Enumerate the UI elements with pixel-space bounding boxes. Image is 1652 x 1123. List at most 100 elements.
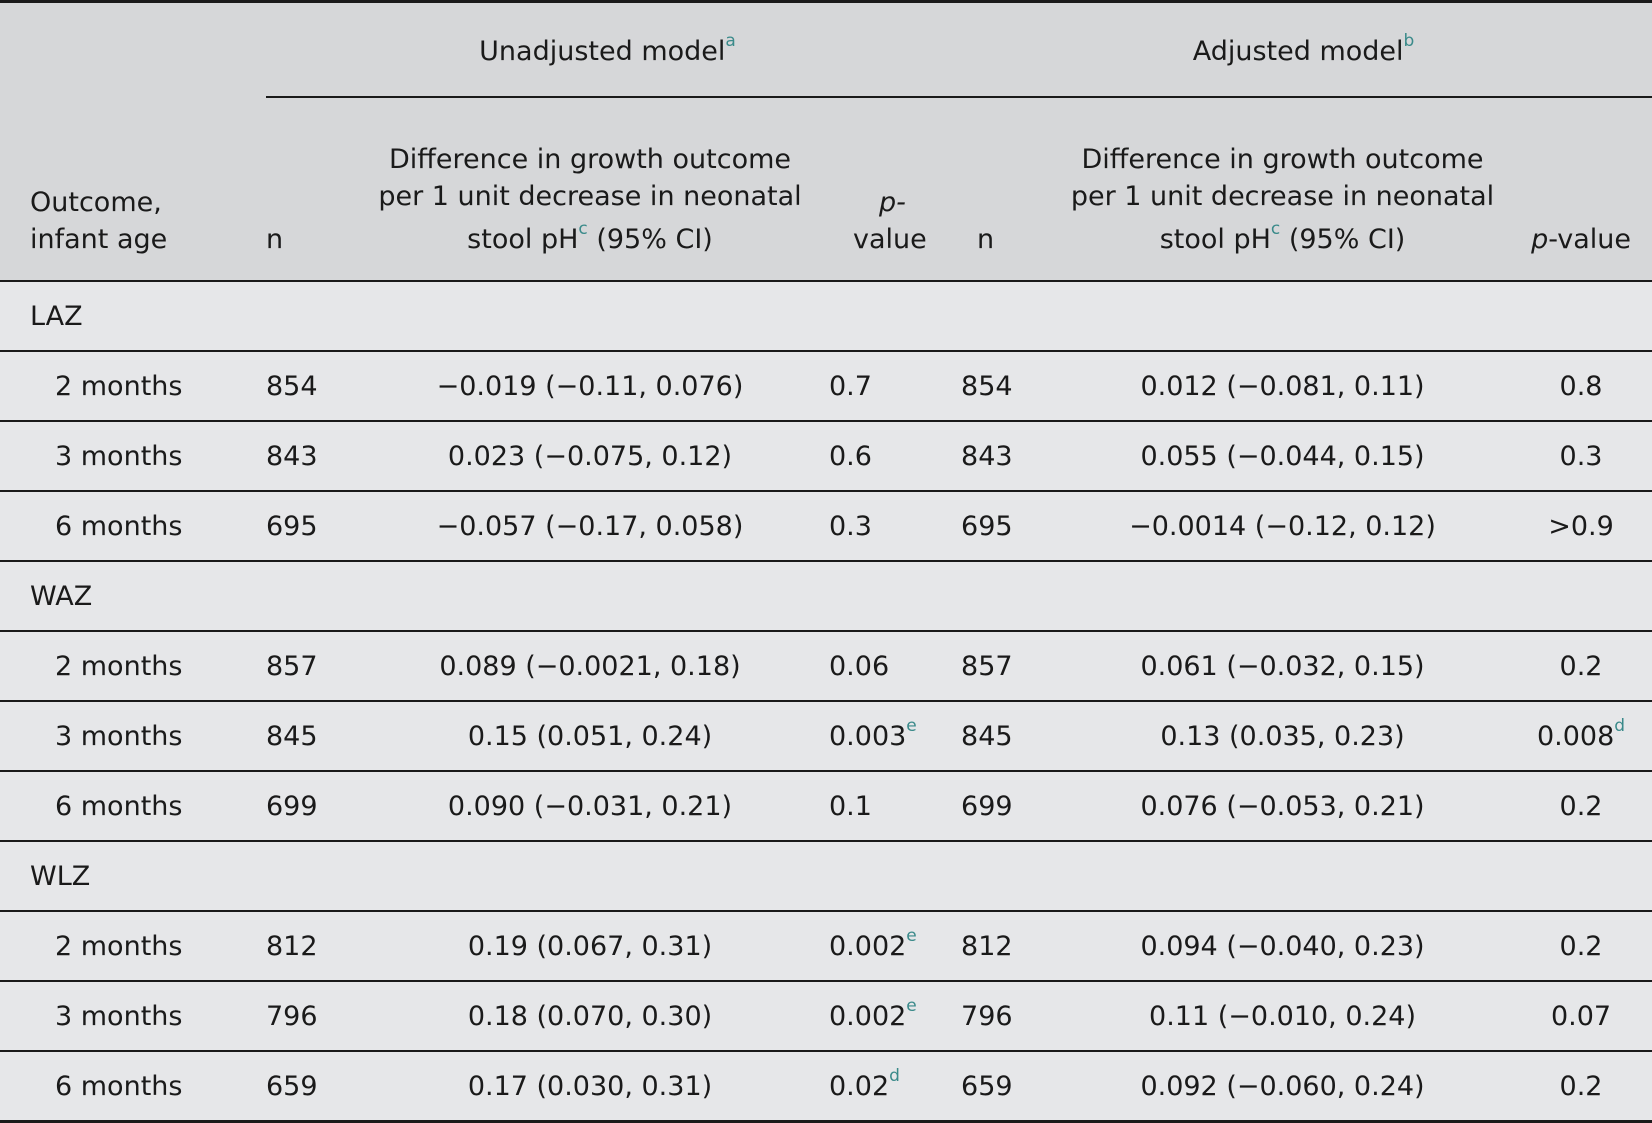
col-header-diff-line2: per 1 unit decrease in neonatal — [1070, 181, 1495, 212]
cell-value: 0.2 — [1559, 650, 1603, 682]
footnote-marker: d — [889, 1066, 900, 1086]
cell-n-adjusted: 845 — [955, 701, 1056, 772]
col-header-diff-line3b: (95% CI) — [587, 224, 713, 255]
cell-n-unadjusted: 857 — [260, 631, 355, 702]
cell-diff-unadjusted: 0.15 (0.051, 0.24) — [355, 701, 825, 772]
section-label: WLZ — [0, 841, 260, 912]
group-unadjusted-label: Unadjusted model — [479, 35, 726, 67]
table-row: 6 months 699 0.090 (−0.031, 0.21) 0.1 699 0.0… — [0, 771, 1652, 842]
table-row: 3 months 845 0.15 (0.051, 0.24) 0.003e 845 0.… — [0, 701, 1652, 772]
footnote-marker: b — [1403, 30, 1415, 51]
footnote-marker: d — [1614, 716, 1626, 736]
cell-diff-adjusted: 0.061 (−0.032, 0.15) — [1055, 631, 1511, 702]
cell-p-adjusted: 0.2 — [1510, 911, 1652, 982]
cell-diff-unadjusted: 0.089 (−0.0021, 0.18) — [355, 631, 825, 702]
col-header-p-adj-rest: -value — [1548, 224, 1631, 255]
cell-n-unadjusted: 699 — [260, 771, 355, 842]
col-header-p-adj-italic: p — [1531, 224, 1549, 255]
cell-n-adjusted: 659 — [955, 1051, 1056, 1123]
cell-p-unadjusted: 0.1 — [825, 771, 956, 842]
cell-p-adjusted: 0.2 — [1510, 631, 1652, 702]
footnote-marker: e — [906, 926, 917, 946]
col-header-diff-line3a: stool pH — [467, 224, 579, 255]
cell-p-adjusted: 0.3 — [1510, 421, 1652, 492]
cell-value: 0.1 — [829, 790, 872, 822]
cell-diff-unadjusted: −0.019 (−0.11, 0.076) — [355, 351, 825, 422]
empty-cell — [825, 841, 956, 912]
col-header-diff-adjusted: Difference in growth outcome per 1 unit … — [1055, 98, 1510, 281]
column-header-row: Outcome, infant age n Difference in grow… — [0, 98, 1652, 281]
footnote-marker: c — [1270, 219, 1281, 239]
cell-value: 0.002 — [829, 931, 907, 962]
cell-value: 0.7 — [829, 370, 872, 402]
group-header-row: Unadjusted modela Adjusted modelb — [0, 0, 1652, 98]
footnote-marker: e — [906, 996, 917, 1016]
empty-cell — [355, 281, 825, 352]
cell-infant-age: 2 months — [0, 631, 260, 702]
col-header-outcome-line1: Outcome, — [30, 187, 162, 218]
cell-diff-adjusted: −0.0014 (−0.12, 0.12) — [1055, 491, 1511, 562]
cell-diff-adjusted: 0.055 (−0.044, 0.15) — [1055, 421, 1511, 492]
cell-value: 0.8 — [1559, 370, 1603, 402]
cell-infant-age: 2 months — [0, 351, 260, 422]
col-header-n-unadjusted: n — [266, 224, 284, 255]
empty-cell — [825, 281, 956, 352]
empty-cell — [1510, 281, 1652, 352]
cell-value: 0.2 — [1559, 930, 1603, 962]
footnote-marker: c — [578, 219, 588, 239]
cell-p-adjusted: 0.8 — [1510, 351, 1652, 422]
cell-value: 0.002 — [829, 1001, 907, 1032]
cell-infant-age: 2 months — [0, 911, 260, 982]
cell-p-unadjusted: 0.6 — [825, 421, 956, 492]
col-header-p-adjusted: p-value — [1510, 98, 1652, 281]
section-label: LAZ — [0, 281, 260, 352]
col-header-outcome: Outcome, infant age — [0, 98, 260, 281]
empty-cell — [1510, 841, 1652, 912]
col-header-p-line1: p- — [879, 187, 906, 218]
cell-diff-unadjusted: 0.19 (0.067, 0.31) — [355, 911, 825, 982]
cell-diff-adjusted: 0.13 (0.035, 0.23) — [1055, 701, 1511, 772]
col-header-diff-line3a: stool pH — [1159, 224, 1271, 255]
cell-value: 0.6 — [829, 440, 872, 472]
cell-p-unadjusted: 0.002e — [825, 981, 956, 1052]
cell-n-adjusted: 843 — [955, 421, 1056, 492]
col-header-n-adjusted: n — [977, 224, 995, 255]
cell-value: 0.02 — [829, 1071, 890, 1102]
section-row: WLZ — [0, 841, 1652, 912]
cell-diff-unadjusted: 0.18 (0.070, 0.30) — [355, 981, 825, 1052]
cell-n-unadjusted: 659 — [260, 1051, 355, 1123]
col-header-diff-line1: Difference in growth outcome — [389, 144, 791, 175]
empty-cell — [260, 841, 355, 912]
col-header-diff-line1: Difference in growth outcome — [1081, 144, 1484, 175]
cell-n-unadjusted: 843 — [260, 421, 355, 492]
table-row: 2 months 857 0.089 (−0.0021, 0.18) 0.06 857 0… — [0, 631, 1652, 702]
table-row: 6 months 695 −0.057 (−0.17, 0.058) 0.3 695 −0… — [0, 491, 1652, 562]
cell-value: 0.3 — [829, 510, 872, 542]
cell-p-unadjusted: 0.3 — [825, 491, 956, 562]
cell-value: 0.2 — [1559, 790, 1603, 822]
empty-cell — [825, 561, 956, 632]
cell-n-adjusted: 812 — [955, 911, 1056, 982]
empty-cell — [955, 841, 1056, 912]
cell-diff-unadjusted: 0.090 (−0.031, 0.21) — [355, 771, 825, 842]
cell-value: 0.07 — [1550, 1000, 1612, 1032]
cell-value: >0.9 — [1548, 510, 1614, 542]
col-header-diff-line3: stool pHc (95% CI) — [1055, 215, 1510, 258]
cell-n-unadjusted: 854 — [260, 351, 355, 422]
cell-p-unadjusted: 0.003e — [825, 701, 956, 772]
empty-cell — [260, 561, 355, 632]
cell-value: 0.003 — [829, 721, 907, 752]
empty-cell — [1510, 561, 1652, 632]
cell-p-adjusted: 0.2 — [1510, 771, 1652, 842]
col-header-diff-line2: per 1 unit decrease in neonatal — [378, 181, 802, 212]
empty-cell — [955, 561, 1056, 632]
cell-n-unadjusted: 695 — [260, 491, 355, 562]
cell-value: 0.3 — [1559, 440, 1603, 472]
col-header-diff-line3: stool pHc (95% CI) — [355, 215, 825, 258]
cell-p-adjusted: 0.2 — [1510, 1051, 1652, 1123]
cell-n-unadjusted: 812 — [260, 911, 355, 982]
table-row: 6 months 659 0.17 (0.030, 0.31) 0.02d 659 0.0… — [0, 1051, 1652, 1123]
table-row: 2 months 854 −0.019 (−0.11, 0.076) 0.7 854 0.… — [0, 351, 1652, 422]
